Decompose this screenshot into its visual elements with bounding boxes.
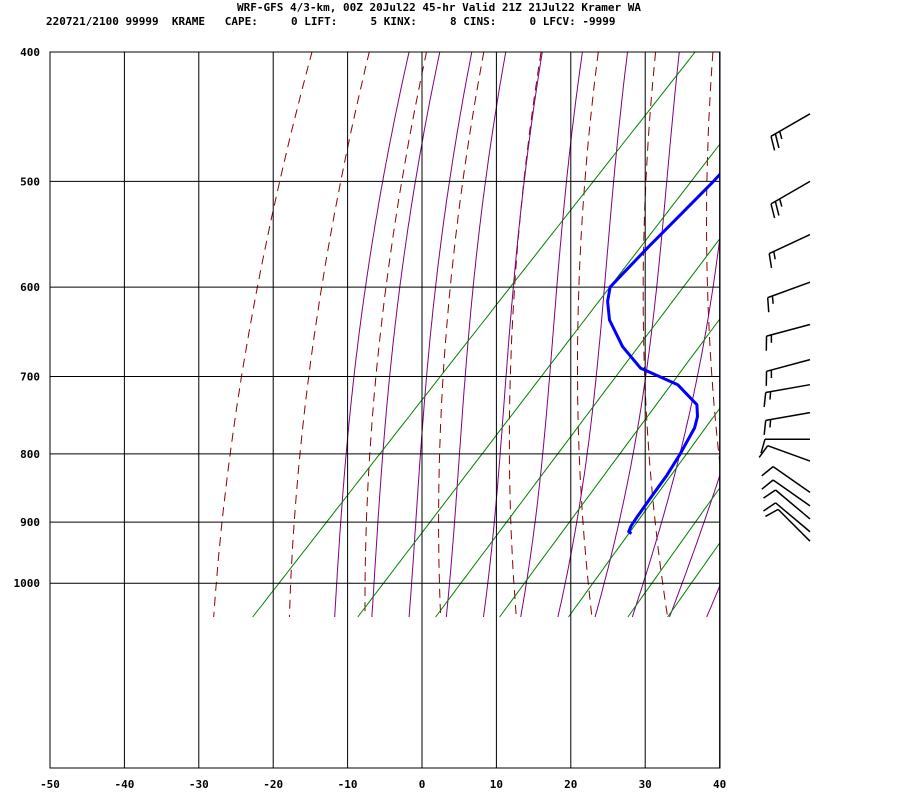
x-tick-label: -50 [40, 778, 60, 791]
mixing-ratio-line [771, 22, 900, 617]
y-tick-label: 400 [20, 46, 40, 59]
x-tick-label: -10 [338, 778, 358, 791]
moist-adiabat [334, 52, 410, 618]
dry-adiabat [768, 22, 819, 617]
plot-frame [49, 51, 721, 769]
wind-barb [765, 358, 811, 386]
moist-adiabat [706, 584, 720, 618]
x-tick-label: 30 [639, 778, 652, 791]
mixing-ratio-line [722, 22, 900, 617]
temperature-profile [828, 107, 883, 533]
moist-adiabat [557, 52, 629, 618]
moist-adiabat [594, 52, 680, 618]
dry-adiabat [213, 52, 313, 618]
dry-adiabat [288, 52, 370, 618]
dry-adiabat [438, 52, 485, 618]
wind-barb [765, 323, 811, 351]
chart-title: WRF-GFS 4/3-km, 00Z 20Jul22 45-hr Valid … [237, 1, 641, 14]
moist-adiabat [744, 22, 900, 617]
moist-adiabat [371, 52, 441, 618]
mixing-ratio-line [568, 407, 720, 618]
x-tick-label: 40 [713, 778, 726, 791]
wind-barb [763, 502, 811, 533]
y-tick-label: 900 [20, 516, 40, 529]
x-tick-label: 0 [419, 778, 426, 791]
dry-adiabat [577, 52, 599, 618]
mixing-ratio-line [435, 237, 720, 618]
wind-barb [763, 383, 811, 408]
x-tick-label: 10 [490, 778, 503, 791]
dewpoint-profile [606, 172, 720, 535]
mixing-ratio-line [627, 486, 720, 618]
moist-adiabat [520, 52, 583, 618]
wind-barb [763, 411, 811, 435]
dry-adiabat [885, 22, 900, 617]
wind-barb [761, 479, 811, 507]
wind-barb [763, 489, 811, 520]
wind-barb [770, 113, 811, 151]
moist-adiabat [483, 52, 543, 618]
mixing-ratio-line [859, 22, 900, 617]
y-tick-label: 600 [20, 281, 40, 294]
moist-adiabat [818, 22, 900, 617]
x-tick-label: -30 [189, 778, 209, 791]
dry-adiabat [364, 52, 428, 617]
moist-adiabat [893, 22, 900, 617]
dry-adiabat [705, 52, 720, 470]
y-tick-label: 800 [20, 448, 40, 461]
mixing-ratio-line [252, 52, 696, 618]
x-tick-label: -40 [114, 778, 134, 791]
dry-adiabat [642, 52, 669, 618]
dry-adiabat [827, 22, 895, 617]
mixing-ratio-line [499, 317, 720, 618]
x-tick-label: 20 [564, 778, 577, 791]
mixing-ratio-line [807, 22, 900, 617]
moist-adiabat [408, 52, 473, 618]
wind-barb [758, 444, 811, 462]
moist-adiabat [669, 473, 720, 618]
y-tick-label: 500 [20, 175, 40, 188]
wind-barb [765, 508, 811, 542]
wind-barb [760, 438, 810, 454]
sounding-indices: 220721/2100 99999 KRAME CAPE: 0 LIFT: 5 … [46, 15, 616, 28]
x-tick-label: -20 [263, 778, 283, 791]
wind-barb [768, 233, 811, 269]
mixing-ratio-line [667, 541, 720, 618]
moist-adiabat [856, 22, 900, 617]
mixing-ratio-line [357, 143, 720, 618]
moist-adiabat [445, 52, 507, 618]
wind-barb [766, 281, 811, 313]
y-tick-label: 700 [20, 370, 40, 383]
moist-adiabat [781, 22, 900, 617]
wind-barb [770, 180, 811, 219]
dry-adiabat [508, 52, 542, 618]
y-tick-label: 1000 [14, 577, 41, 590]
wind-barb [761, 465, 811, 494]
moist-adiabat [631, 233, 720, 618]
